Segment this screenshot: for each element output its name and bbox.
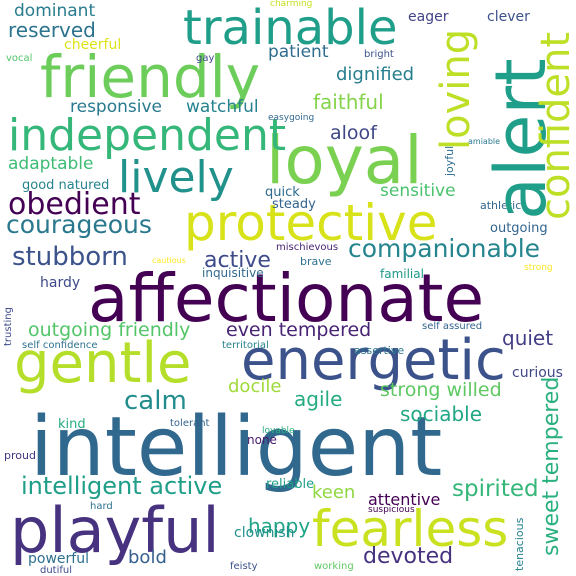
- word-self-confidence: self confidence: [22, 340, 98, 351]
- word-calm: calm: [124, 386, 187, 416]
- word-attentive: attentive: [368, 490, 441, 509]
- word-bright: bright: [364, 49, 394, 60]
- word-confident: confident: [533, 31, 576, 220]
- word-lovable: lovable: [262, 426, 295, 436]
- word-assertive: assertive: [354, 344, 405, 357]
- word-reserved: reserved: [8, 18, 96, 42]
- word-hard: hard: [90, 501, 113, 512]
- word-quiet: quiet: [502, 326, 554, 350]
- word-charming: charming: [270, 0, 313, 9]
- word-agile: agile: [294, 387, 343, 411]
- word-patient: patient: [268, 42, 329, 62]
- word-strong: strong: [524, 263, 553, 273]
- word-playful: playful: [10, 494, 220, 567]
- word-active: active: [204, 248, 271, 273]
- word-affectionate: affectionate: [88, 260, 485, 337]
- word-kind: kind: [58, 417, 86, 432]
- word-mischievous: mischievous: [276, 242, 339, 253]
- word-watchful: watchful: [186, 97, 259, 117]
- word-fearless: fearless: [312, 500, 509, 558]
- word-cheerful: cheerful: [64, 37, 122, 53]
- word-brave: brave: [300, 255, 332, 268]
- word-tolerant: tolerant: [170, 418, 210, 429]
- word-spirited: spirited: [452, 476, 539, 502]
- word-outgoing-friendly: outgoing friendly: [28, 319, 191, 341]
- word-tenacious: tenacious: [513, 517, 526, 571]
- word-amiable: amiable: [468, 137, 501, 146]
- word-dutiful: dutiful: [40, 565, 73, 576]
- word-curious: curious: [512, 365, 563, 381]
- word-devoted: devoted: [363, 544, 454, 569]
- word-clownish: clownish: [234, 525, 295, 541]
- word-dominant: dominant: [14, 1, 96, 21]
- word-vocal: vocal: [6, 53, 33, 64]
- word-reliable: reliable: [266, 477, 315, 492]
- word-easygoing: easygoing: [268, 113, 315, 123]
- word-proud: proud: [4, 449, 36, 462]
- word-athletic: athletic: [480, 199, 522, 212]
- word-none: none: [247, 433, 277, 447]
- word-sweet-tempered: sweet tempered: [539, 376, 564, 556]
- word-keen: keen: [312, 482, 356, 503]
- word-familial: familial: [380, 267, 424, 281]
- word-inquisitive: inquisitive: [202, 266, 264, 280]
- word-loving: loving: [433, 28, 479, 150]
- word-joyful: joyful: [443, 145, 456, 176]
- word-suspicious: suspicious: [368, 505, 415, 515]
- word-feisty: feisty: [230, 561, 258, 572]
- word-gentle: gentle: [14, 331, 192, 396]
- word-dignified: dignified: [336, 64, 415, 85]
- word-independent: independent: [8, 110, 287, 161]
- word-gay: gay: [196, 53, 215, 64]
- word-lively: lively: [118, 152, 234, 203]
- word-territorial: territorial: [222, 340, 269, 351]
- word-trainable: trainable: [183, 0, 398, 56]
- word-steady: steady: [272, 197, 316, 212]
- word-intelligent: intelligent: [30, 400, 443, 495]
- word-responsive: responsive: [70, 97, 162, 117]
- word-eager: eager: [408, 9, 449, 25]
- word-self-assured: self assured: [422, 321, 483, 332]
- word-good-natured: good natured: [22, 178, 110, 193]
- word-sensitive: sensitive: [380, 181, 456, 201]
- word-working: working: [314, 561, 354, 572]
- word-happy: happy: [248, 514, 311, 538]
- word-clever: clever: [487, 9, 530, 25]
- word-companionable: companionable: [348, 234, 541, 263]
- word-docile: docile: [228, 376, 282, 397]
- word-sociable: sociable: [400, 402, 483, 426]
- word-energetic: energetic: [241, 328, 506, 393]
- word-bold: bold: [128, 547, 167, 568]
- word-protective: protective: [184, 194, 438, 252]
- word-cautious: cautious: [152, 256, 186, 265]
- word-faithful: faithful: [313, 90, 384, 114]
- word-friendly: friendly: [40, 43, 261, 111]
- word-outgoing: outgoing: [490, 221, 548, 236]
- word-hardy: hardy: [40, 275, 81, 291]
- word-obedient: obedient: [8, 187, 141, 222]
- word-trusting: trusting: [3, 307, 14, 346]
- word-adaptable: adaptable: [8, 154, 94, 174]
- word-powerful: powerful: [28, 551, 89, 567]
- word-stubborn: stubborn: [12, 242, 128, 272]
- word-loyal: loyal: [266, 122, 423, 199]
- word-aloof: aloof: [330, 122, 377, 144]
- word-strong-willed: strong willed: [380, 379, 502, 401]
- word-courageous: courageous: [6, 210, 152, 239]
- word-quick: quick: [265, 185, 300, 200]
- word-even-tempered: even tempered: [226, 319, 372, 341]
- word-intelligent-active: intelligent active: [21, 472, 223, 500]
